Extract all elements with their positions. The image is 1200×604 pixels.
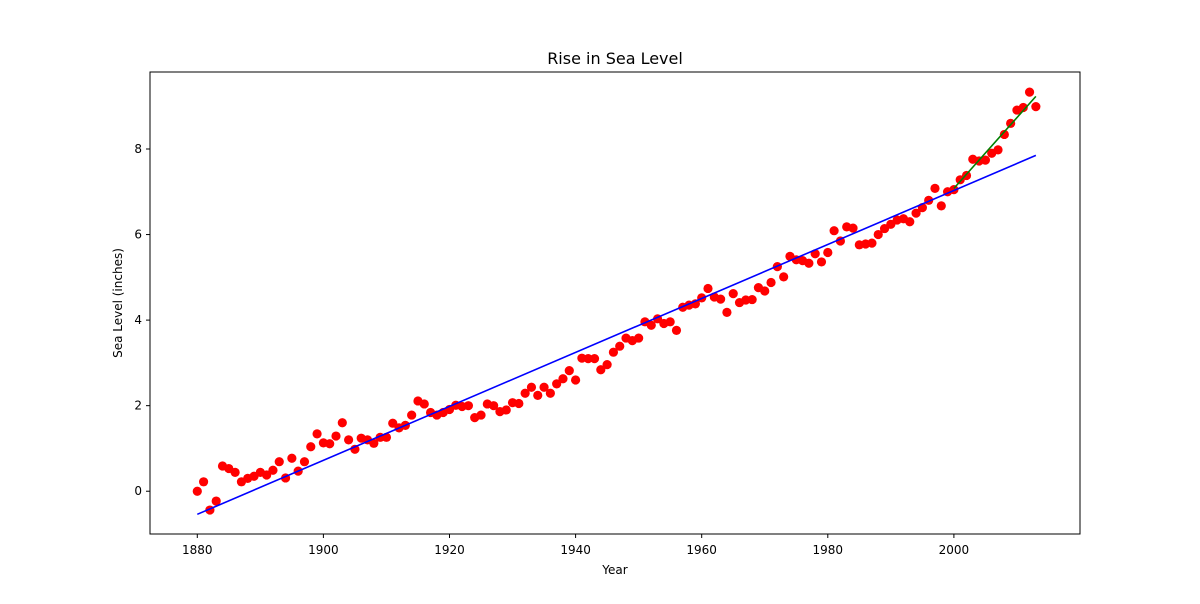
- data-point: [589, 354, 600, 364]
- data-point: [287, 453, 297, 463]
- data-point: [766, 277, 776, 288]
- data-point: [419, 399, 429, 409]
- data-point: [407, 410, 417, 420]
- data-point: [602, 360, 612, 370]
- data-point: [608, 347, 619, 357]
- data-point: [665, 317, 675, 327]
- data-point: [337, 418, 347, 428]
- data-point: [634, 333, 644, 343]
- x-tick-label: 2000: [939, 543, 970, 557]
- data-point: [211, 496, 221, 506]
- y-tick-label: 8: [134, 142, 142, 156]
- x-tick-label: 1960: [686, 543, 717, 557]
- data-point: [936, 201, 946, 211]
- data-point: [980, 155, 991, 165]
- data-point: [545, 388, 555, 398]
- data-point: [570, 375, 581, 385]
- data-point: [539, 382, 549, 392]
- data-point: [501, 405, 511, 415]
- data-point: [615, 341, 625, 351]
- data-point: [520, 388, 530, 398]
- data-point: [823, 247, 833, 258]
- data-point: [463, 401, 474, 411]
- plot-frame: [149, 71, 1081, 535]
- data-point: [646, 320, 656, 330]
- data-point: [369, 438, 379, 448]
- fit-line-1: [196, 154, 1037, 516]
- data-point: [526, 382, 537, 392]
- data-point: [760, 286, 770, 296]
- x-tick-label: 1980: [813, 543, 844, 557]
- data-point: [262, 470, 272, 480]
- y-axis-label: Sea Level (inches): [111, 248, 125, 358]
- data-point: [1031, 102, 1041, 112]
- data-point: [873, 229, 883, 240]
- data-point: [388, 418, 398, 428]
- plot-area: 1880 1900 1920 1940 1960 1980 2000 0 2 4 6 8: [134, 71, 1081, 557]
- data-point: [533, 390, 543, 400]
- data-point: [930, 183, 940, 193]
- x-tick-label: 1920: [434, 543, 465, 557]
- y-tick-label: 0: [134, 484, 142, 498]
- data-point: [596, 365, 606, 375]
- chart-title: Rise in Sea Level: [547, 49, 683, 68]
- data-point: [552, 379, 562, 389]
- x-axis-label: Year: [601, 563, 627, 577]
- data-point: [728, 288, 738, 299]
- data-point: [198, 477, 209, 487]
- data-point: [1018, 102, 1028, 113]
- x-tick-label: 1940: [560, 543, 591, 557]
- data-point: [344, 435, 354, 445]
- y-tick-label: 6: [134, 228, 142, 242]
- data-point: [747, 294, 757, 305]
- data-point: [306, 442, 316, 452]
- data-point: [192, 486, 202, 496]
- data-point: [816, 257, 827, 267]
- data-point: [564, 365, 574, 376]
- data-point: [722, 307, 732, 318]
- data-point: [312, 429, 322, 439]
- data-point: [779, 272, 789, 282]
- data-point: [716, 294, 726, 304]
- data-point: [804, 258, 814, 268]
- data-point: [583, 354, 593, 364]
- data-point: [911, 208, 921, 218]
- data-point: [331, 431, 341, 441]
- data-point: [299, 457, 310, 467]
- data-point: [476, 410, 486, 420]
- x-tick-label: 1900: [308, 543, 339, 557]
- data-point: [703, 283, 713, 294]
- y-tick-label: 2: [134, 399, 142, 413]
- data-point: [325, 439, 335, 449]
- data-point: [489, 401, 499, 411]
- data-point: [905, 217, 915, 227]
- data-point: [230, 467, 240, 477]
- data-point: [268, 465, 278, 475]
- y-tick-label: 4: [134, 313, 142, 327]
- data-point: [514, 398, 524, 409]
- data-point: [867, 238, 877, 248]
- data-point: [993, 145, 1003, 155]
- data-point: [829, 226, 839, 236]
- data-point: [671, 325, 682, 335]
- data-point: [1024, 87, 1035, 97]
- data-point: [274, 457, 284, 467]
- data-point: [558, 374, 568, 384]
- data-point: [848, 223, 858, 233]
- fit-line-2: [953, 95, 1037, 189]
- x-tick-label: 1880: [182, 543, 213, 557]
- data-point: [999, 129, 1009, 140]
